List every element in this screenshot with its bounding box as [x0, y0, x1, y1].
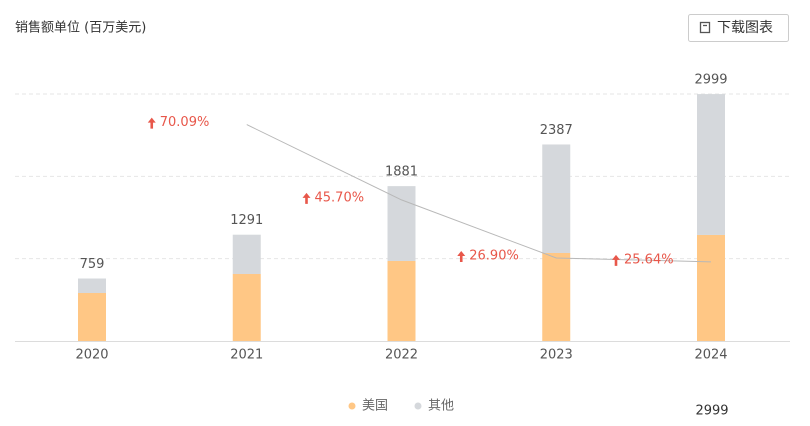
bar-segment — [697, 94, 725, 235]
growth-value-label: 25.64% — [624, 252, 674, 267]
total-label: 1881 — [385, 165, 418, 180]
growth-value-label: 70.09% — [160, 115, 210, 130]
growth-label: 45.70% — [302, 190, 365, 205]
bar-segment — [78, 278, 106, 293]
x-tick-label: 2021 — [230, 348, 263, 363]
button-label[interactable]: 下载图表 — [717, 20, 773, 36]
up-arrow — [612, 254, 620, 266]
bar-segment — [232, 273, 261, 341]
growth-label: 70.09% — [147, 115, 210, 130]
x-tick-label: 2022 — [385, 348, 418, 363]
button-icon — [699, 21, 711, 34]
bar-segment — [232, 234, 261, 274]
footer-text: 2999 — [695, 404, 728, 419]
total-label: 1291 — [230, 213, 263, 228]
bar-segment — [697, 234, 725, 341]
bar-segment — [78, 292, 106, 341]
bar-segment — [542, 252, 571, 341]
growth-label: 26.90% — [457, 248, 519, 263]
growth-line — [246, 124, 712, 263]
download-button[interactable]: 下载图表 — [688, 14, 789, 42]
x-tick-label: 2020 — [75, 348, 108, 363]
legend-label: 其他 — [428, 399, 454, 414]
legend-label: 美国 — [362, 399, 388, 414]
x-tick-label: 2024 — [694, 348, 727, 363]
button-frame[interactable] — [688, 14, 789, 42]
bar-segment — [387, 260, 416, 341]
bar-segment — [387, 186, 416, 261]
total-label: 2387 — [540, 123, 573, 138]
legend-marker — [348, 402, 356, 410]
growth-label: 25.64% — [612, 252, 674, 267]
up-arrow — [457, 250, 466, 262]
bar-segment — [542, 144, 571, 253]
growth-value-label: 45.70% — [315, 190, 365, 205]
total-label: 759 — [80, 257, 105, 272]
x-tick-label: 2023 — [540, 348, 573, 363]
up-arrow — [302, 192, 311, 204]
legend-marker — [414, 402, 422, 410]
growth-value-label: 26.90% — [469, 248, 519, 263]
chart-title: 销售额单位 (百万美元) — [15, 20, 146, 36]
total-label: 2999 — [694, 73, 727, 88]
up-arrow — [147, 117, 156, 129]
